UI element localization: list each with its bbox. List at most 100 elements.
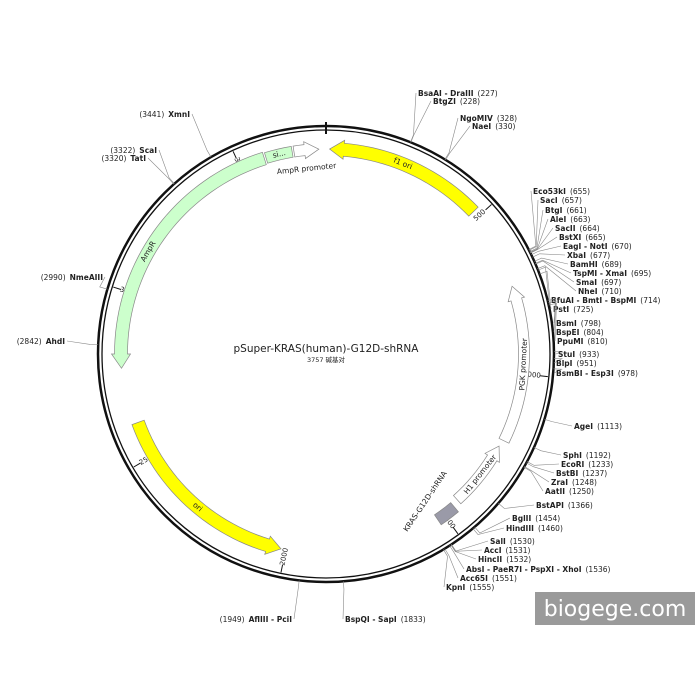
feature-arrow	[110, 151, 267, 369]
site-position: (677)	[590, 251, 610, 260]
site-position: (664)	[580, 224, 600, 233]
site-leader	[544, 419, 573, 427]
feature-arrow	[292, 141, 320, 160]
site-name: EagI - NotI	[563, 242, 608, 251]
site-position: (804)	[583, 328, 603, 337]
site-label: BstBI (1237)	[556, 469, 607, 478]
site-name: AgeI	[574, 422, 593, 431]
site-position: (695)	[631, 269, 651, 278]
site-name: BstAPI	[536, 501, 564, 510]
feature-arrow	[434, 502, 459, 526]
site-name: AatII	[545, 487, 565, 496]
site-position: (655)	[570, 187, 590, 196]
site-position: (1530)	[510, 537, 535, 546]
site-name: AleI	[550, 215, 566, 224]
site-name: BspEI	[556, 328, 580, 337]
site-position: (710)	[602, 287, 622, 296]
site-leader	[191, 113, 212, 158]
site-name: PstI	[553, 305, 569, 314]
scale-label: 1000	[523, 370, 542, 380]
site-label: TspMI - XmaI (695)	[573, 269, 651, 278]
site-label: EcoRI (1233)	[561, 460, 613, 469]
site-label: BsmI (798)	[556, 319, 601, 328]
plasmid-size: 3757 碱基对	[307, 355, 346, 364]
site-position: (665)	[585, 233, 605, 242]
site-label: Acc65I (1551)	[460, 574, 517, 583]
scale-label: 2000	[279, 547, 290, 566]
site-name: XbaI	[567, 251, 586, 260]
site-leader	[548, 300, 557, 333]
site-label: Eco53kI (655)	[533, 187, 590, 196]
site-leader	[534, 257, 569, 265]
site-position: (933)	[579, 350, 599, 359]
site-name: BsmI	[556, 319, 577, 328]
site-label: BstXI (665)	[559, 233, 606, 242]
site-position: (3320)	[101, 154, 126, 163]
scale-tick	[232, 151, 237, 159]
site-position: (670)	[611, 242, 631, 251]
site-name: SalI	[490, 537, 506, 546]
site-name: BsaAI - DraIII	[418, 89, 474, 98]
site-position: (697)	[601, 278, 621, 287]
site-label: SphI (1192)	[563, 451, 611, 460]
site-label: BstAPI (1366)	[536, 501, 593, 510]
site-label: (3322) ScaI	[110, 146, 157, 155]
site-leader	[451, 540, 489, 552]
site-label: NgoMIV (328)	[460, 114, 517, 123]
site-label: BglII (1454)	[512, 514, 560, 523]
feature-arrow	[498, 285, 530, 444]
site-name: StuI	[558, 350, 575, 359]
site-label: XbaI (677)	[567, 251, 610, 260]
site-position: (1531)	[506, 546, 531, 555]
site-position: (3441)	[139, 110, 164, 119]
site-label: (2990) NmeAIII	[41, 273, 104, 282]
site-position: (1555)	[469, 583, 494, 592]
site-label: BsaAI - DraIII (227)	[418, 89, 498, 98]
site-label: EagI - NotI (670)	[563, 242, 632, 251]
site-label: BlpI (951)	[556, 359, 597, 368]
site-leader	[443, 549, 448, 588]
site-leader	[498, 503, 535, 509]
site-name: SphI	[563, 451, 582, 460]
site-position: (3322)	[110, 146, 135, 155]
site-leader	[528, 199, 539, 251]
site-leader	[535, 260, 575, 283]
scale-tick	[133, 462, 141, 468]
feature-arrow	[328, 139, 479, 217]
site-leader	[523, 466, 544, 492]
site-position: (1192)	[586, 451, 611, 460]
site-position: (328)	[497, 114, 517, 123]
site-position: (810)	[587, 337, 607, 346]
site-leader	[532, 253, 566, 258]
site-leader	[450, 544, 483, 552]
site-position: (1551)	[492, 574, 517, 583]
site-name: Eco53kI	[533, 187, 566, 196]
site-label: StuI (933)	[558, 350, 599, 359]
site-position: (1532)	[506, 555, 531, 564]
site-name: EcoRI	[561, 460, 584, 469]
feature-arrow	[131, 419, 282, 555]
site-label: NheI (710)	[578, 287, 622, 296]
watermark-box	[535, 592, 695, 625]
site-label: AgeI (1113)	[574, 422, 622, 431]
site-leader	[530, 227, 554, 253]
site-name: Acc65I	[460, 574, 488, 583]
site-name: BsmBI - Esp3I	[556, 369, 614, 378]
site-name: AhdI	[46, 337, 66, 346]
scale-tick	[280, 564, 284, 573]
scale-tick	[485, 204, 492, 211]
site-label: SacI (657)	[540, 196, 582, 205]
site-leader	[444, 548, 459, 579]
scale-tick	[452, 527, 459, 535]
site-label: (3441) XmnI	[139, 110, 190, 119]
scale-tick	[113, 286, 122, 290]
site-leader	[526, 461, 560, 466]
site-leader	[410, 92, 417, 143]
site-leader	[547, 298, 556, 324]
site-position: (798)	[581, 319, 601, 328]
feature-label: si...	[272, 148, 287, 160]
site-position: (657)	[562, 196, 582, 205]
site-leader	[531, 245, 562, 256]
site-name: BamHI	[570, 260, 598, 269]
site-leader	[535, 259, 572, 274]
